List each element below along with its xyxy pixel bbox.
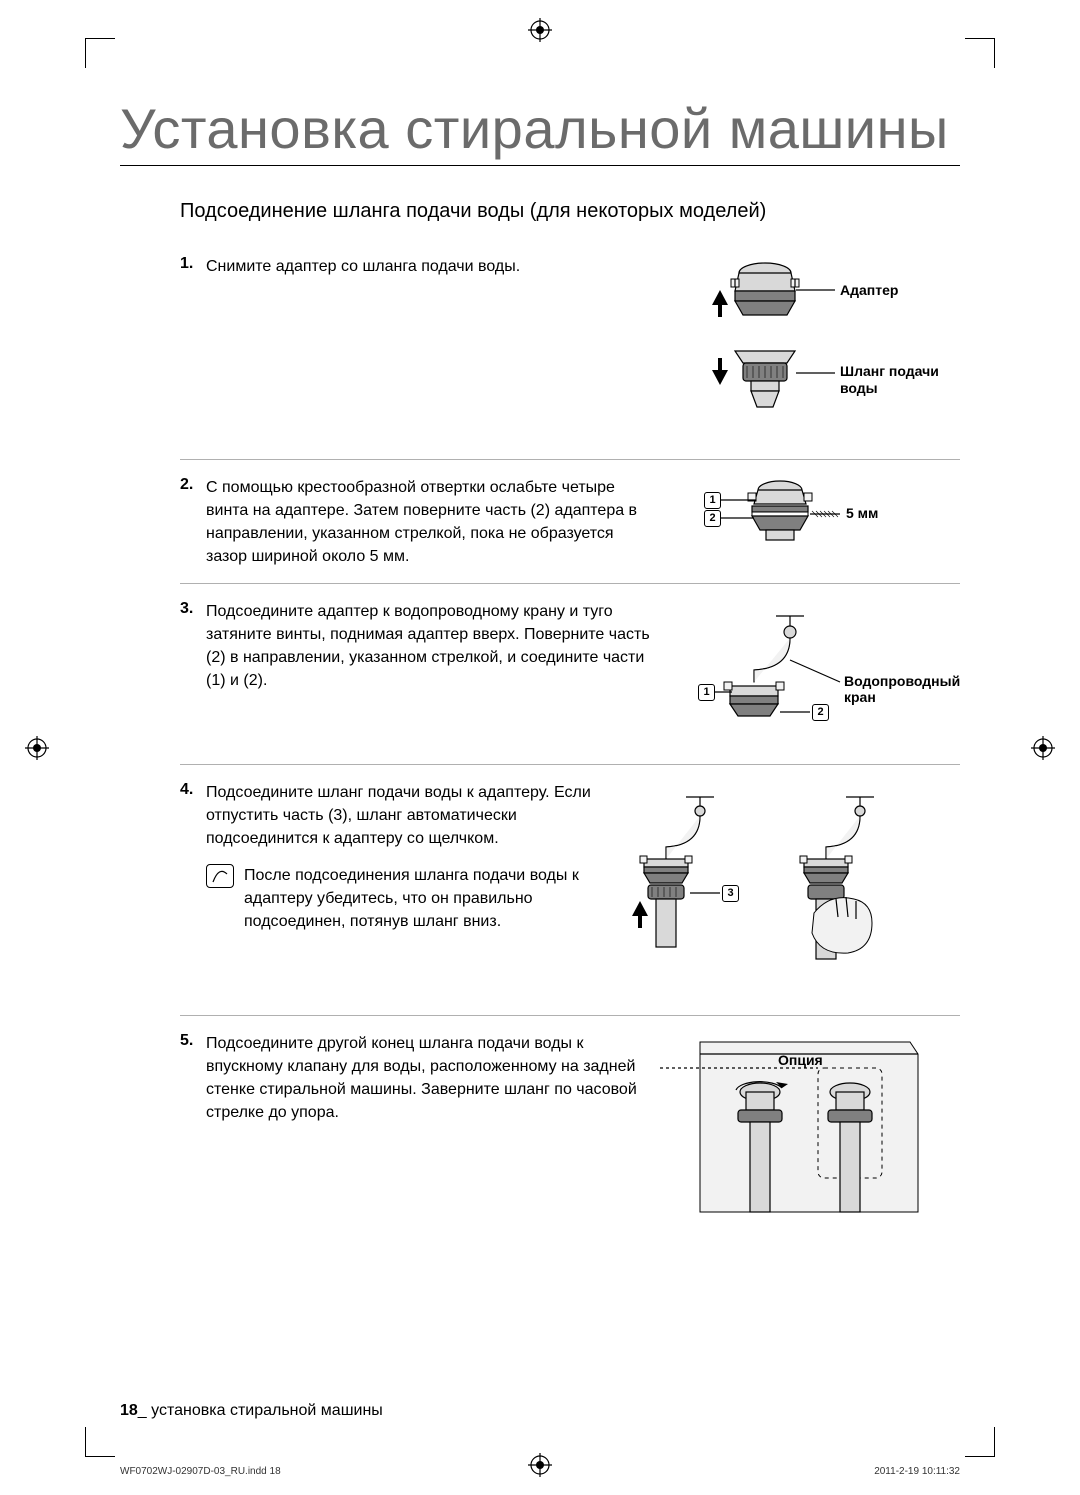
step-figure: 3: [620, 781, 960, 1001]
figure-label: Адаптер: [840, 282, 898, 298]
step-text: Подсоедините адаптер к водопроводному кр…: [206, 600, 660, 750]
step-text-content: Подсоедините шланг подачи воды к адаптер…: [206, 784, 591, 847]
section-subtitle: Подсоединение шланга подачи воды (для не…: [120, 200, 960, 223]
callout-number: 2: [704, 510, 721, 527]
step-item: 4. Подсоедините шланг подачи воды к адап…: [180, 764, 960, 1015]
crop-mark-icon: [965, 38, 995, 68]
crop-mark-icon: [965, 1427, 995, 1457]
step-item: 2. С помощью крестообразной отвертки осл…: [180, 459, 960, 583]
adapter-diagram-icon: [660, 255, 960, 445]
hose-connect-diagram-icon: [620, 781, 960, 1001]
page-content: Установка стиральной машины Подсоединени…: [120, 100, 960, 1425]
callout-number: 1: [704, 492, 721, 509]
registration-mark-icon: [1031, 736, 1055, 760]
step-item: 1. Снимите адаптер со шланга подачи воды…: [180, 239, 960, 459]
step-figure: Опция: [660, 1032, 960, 1232]
step-number: 5.: [180, 1032, 206, 1232]
step-item: 3. Подсоедините адаптер к водопроводному…: [180, 583, 960, 764]
step-number: 1.: [180, 255, 206, 445]
crop-mark-icon: [85, 1427, 115, 1457]
callout-number: 3: [722, 885, 739, 902]
note-icon: [206, 864, 234, 888]
step-figure: 1 2 Водопроводный кран: [660, 600, 960, 750]
figure-label: Шланг подачи воды: [840, 363, 960, 397]
arrow-down-icon: [712, 358, 728, 385]
step-item: 5. Подсоедините другой конец шланга пода…: [180, 1015, 960, 1246]
imprint-filename: WF0702WJ-02907D-03_RU.indd 18: [120, 1466, 281, 1477]
page-title: Установка стиральной машины: [120, 100, 960, 166]
step-text: Подсоедините другой конец шланга подачи …: [206, 1032, 660, 1232]
callout-number: 2: [812, 704, 829, 721]
figure-label: 5 мм: [846, 505, 878, 521]
page-footer: 18_ установка стиральной машины: [120, 1402, 383, 1420]
arrow-up-icon: [632, 901, 648, 928]
arrow-up-icon: [712, 290, 728, 317]
registration-mark-icon: [528, 1453, 552, 1477]
note-text: После подсоединения шланга подачи воды к…: [244, 864, 612, 934]
step-list: 1. Снимите адаптер со шланга подачи воды…: [120, 239, 960, 1246]
footer-page-number: 18: [120, 1402, 138, 1419]
step-number: 2.: [180, 476, 206, 569]
registration-mark-icon: [528, 18, 552, 42]
footer-section: _ установка стиральной машины: [138, 1402, 383, 1419]
step-figure: Адаптер Шланг подачи воды: [660, 255, 960, 445]
crop-mark-icon: [85, 38, 115, 68]
figure-label: Водопроводный кран: [844, 673, 960, 707]
registration-mark-icon: [25, 736, 49, 760]
step-text: Снимите адаптер со шланга подачи воды.: [206, 255, 660, 445]
step-number: 4.: [180, 781, 206, 1001]
step-figure: 1 2 5 мм: [660, 476, 960, 566]
imprint-timestamp: 2011-2-19 10:11:32: [874, 1466, 960, 1477]
step-text: С помощью крестообразной отвертки ослабь…: [206, 476, 660, 569]
step-text: Подсоедините шланг подачи воды к адаптер…: [206, 781, 620, 1001]
callout-number: 1: [698, 684, 715, 701]
manual-page: Установка стиральной машины Подсоединени…: [0, 0, 1080, 1495]
figure-label: Опция: [778, 1052, 823, 1068]
step-number: 3.: [180, 600, 206, 750]
